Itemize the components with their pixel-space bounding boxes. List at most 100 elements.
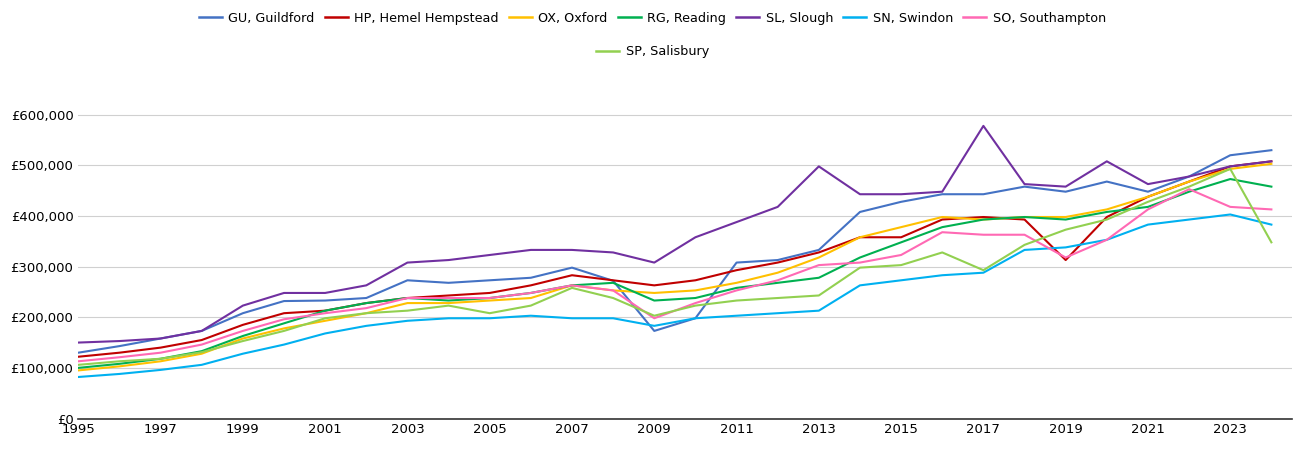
OX, Oxford xyxy=(441,301,457,306)
GU, Guildford xyxy=(934,192,950,197)
SP, Salisbury xyxy=(1099,217,1114,222)
SP, Salisbury xyxy=(441,303,457,308)
SL, Slough xyxy=(153,336,168,341)
HP, Hemel Hempstead xyxy=(852,234,868,240)
GU, Guildford xyxy=(894,199,910,204)
RG, Reading xyxy=(1181,189,1197,194)
RG, Reading xyxy=(399,295,415,301)
HP, Hemel Hempstead xyxy=(1223,164,1238,169)
RG, Reading xyxy=(112,361,128,366)
SO, Southampton xyxy=(688,301,703,306)
SN, Swindon xyxy=(153,367,168,373)
GU, Guildford xyxy=(1058,189,1074,194)
RG, Reading xyxy=(70,365,86,371)
GU, Guildford xyxy=(1263,148,1279,153)
GU, Guildford xyxy=(317,298,333,303)
OX, Oxford xyxy=(1017,214,1032,220)
GU, Guildford xyxy=(728,260,744,265)
SN, Swindon xyxy=(235,351,251,356)
SP, Salisbury xyxy=(523,303,539,308)
HP, Hemel Hempstead xyxy=(810,250,826,255)
OX, Oxford xyxy=(399,301,415,306)
SP, Salisbury xyxy=(606,295,621,301)
OX, Oxford xyxy=(1263,161,1279,166)
SN, Swindon xyxy=(523,313,539,319)
SN, Swindon xyxy=(646,323,662,328)
SN, Swindon xyxy=(1263,222,1279,227)
RG, Reading xyxy=(852,255,868,260)
OX, Oxford xyxy=(153,359,168,364)
SL, Slough xyxy=(1263,158,1279,164)
GU, Guildford xyxy=(1017,184,1032,189)
HP, Hemel Hempstead xyxy=(1058,257,1074,263)
RG, Reading xyxy=(728,285,744,291)
OX, Oxford xyxy=(728,280,744,286)
HP, Hemel Hempstead xyxy=(646,283,662,288)
SN, Swindon xyxy=(770,310,786,316)
SL, Slough xyxy=(606,250,621,255)
RG, Reading xyxy=(770,280,786,286)
GU, Guildford xyxy=(277,298,292,304)
SP, Salisbury xyxy=(934,250,950,255)
SO, Southampton xyxy=(153,350,168,356)
RG, Reading xyxy=(1263,184,1279,189)
RG, Reading xyxy=(1017,214,1032,220)
SN, Swindon xyxy=(934,273,950,278)
HP, Hemel Hempstead xyxy=(606,278,621,283)
SN, Swindon xyxy=(810,308,826,313)
SO, Southampton xyxy=(770,278,786,283)
GU, Guildford xyxy=(1141,189,1156,194)
Line: HP, Hemel Hempstead: HP, Hemel Hempstead xyxy=(78,161,1271,357)
RG, Reading xyxy=(976,217,992,222)
OX, Oxford xyxy=(1223,166,1238,171)
HP, Hemel Hempstead xyxy=(153,345,168,350)
GU, Guildford xyxy=(770,257,786,263)
Line: SL, Slough: SL, Slough xyxy=(78,126,1271,342)
GU, Guildford xyxy=(399,278,415,283)
SN, Swindon xyxy=(1058,245,1074,250)
SL, Slough xyxy=(894,192,910,197)
SN, Swindon xyxy=(1017,247,1032,252)
SP, Salisbury xyxy=(1223,166,1238,171)
SP, Salisbury xyxy=(688,303,703,308)
OX, Oxford xyxy=(894,225,910,230)
SO, Southampton xyxy=(976,232,992,238)
SN, Swindon xyxy=(1181,217,1197,222)
SO, Southampton xyxy=(894,252,910,258)
RG, Reading xyxy=(606,280,621,286)
SO, Southampton xyxy=(810,262,826,268)
SN, Swindon xyxy=(194,362,210,368)
GU, Guildford xyxy=(810,247,826,252)
HP, Hemel Hempstead xyxy=(399,295,415,301)
RG, Reading xyxy=(1058,217,1074,222)
SO, Southampton xyxy=(70,359,86,364)
SL, Slough xyxy=(852,192,868,197)
SL, Slough xyxy=(523,247,539,252)
SL, Slough xyxy=(646,260,662,265)
SP, Salisbury xyxy=(359,310,375,316)
Legend: SP, Salisbury: SP, Salisbury xyxy=(591,40,714,63)
SN, Swindon xyxy=(112,371,128,377)
SP, Salisbury xyxy=(1058,227,1074,232)
OX, Oxford xyxy=(810,255,826,260)
OX, Oxford xyxy=(277,326,292,331)
SO, Southampton xyxy=(564,283,579,288)
SL, Slough xyxy=(1181,174,1197,179)
SO, Southampton xyxy=(277,317,292,322)
OX, Oxford xyxy=(770,270,786,275)
Line: SO, Southampton: SO, Southampton xyxy=(78,189,1271,361)
RG, Reading xyxy=(894,239,910,245)
SO, Southampton xyxy=(235,328,251,333)
SO, Southampton xyxy=(317,310,333,316)
GU, Guildford xyxy=(1181,174,1197,179)
SL, Slough xyxy=(1058,184,1074,189)
HP, Hemel Hempstead xyxy=(441,293,457,298)
SO, Southampton xyxy=(606,288,621,293)
SO, Southampton xyxy=(1181,186,1197,192)
SP, Salisbury xyxy=(482,310,497,316)
SP, Salisbury xyxy=(194,350,210,355)
SP, Salisbury xyxy=(153,356,168,361)
SL, Slough xyxy=(810,164,826,169)
SP, Salisbury xyxy=(810,293,826,298)
HP, Hemel Hempstead xyxy=(564,273,579,278)
